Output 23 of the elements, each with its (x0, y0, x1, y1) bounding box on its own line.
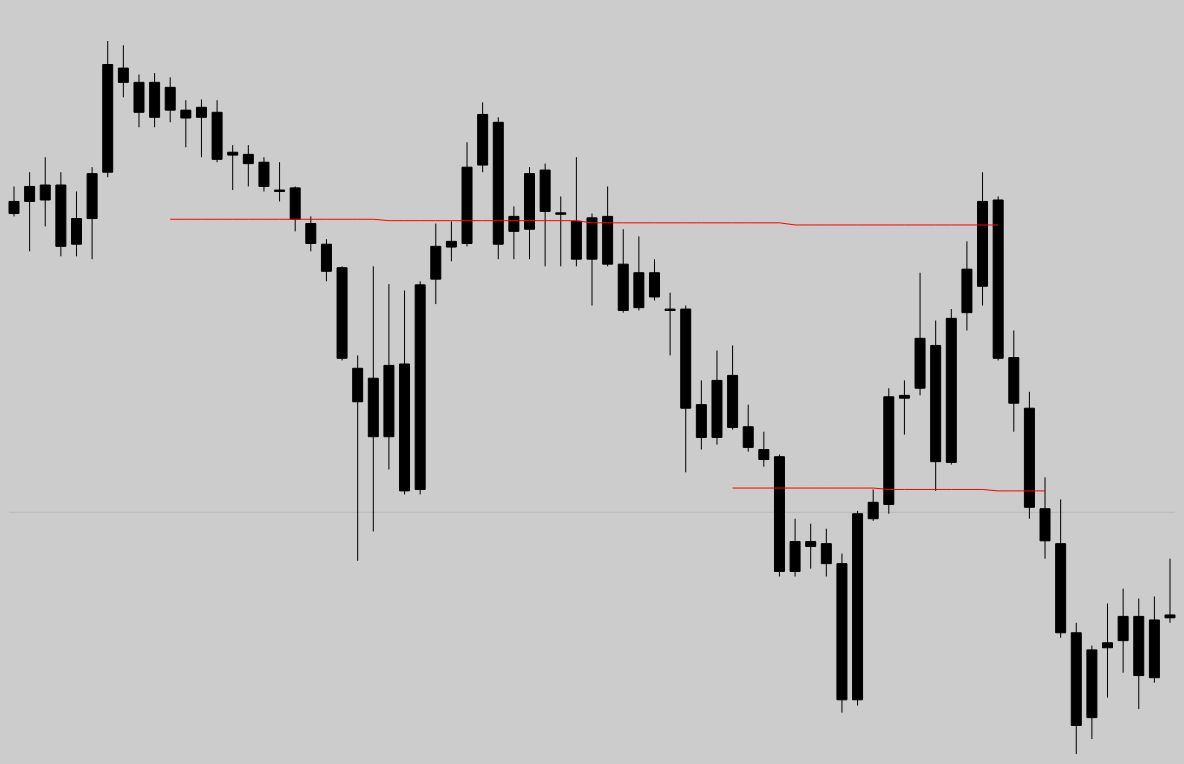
candlestick (24, 171, 36, 252)
candlestick (805, 523, 817, 570)
candlestick (274, 161, 286, 202)
candlestick (39, 156, 51, 227)
candlestick (164, 76, 176, 123)
candlestick (8, 185, 20, 217)
candlestick (898, 379, 910, 436)
candlestick (117, 44, 129, 98)
candlestick (227, 144, 239, 191)
candlestick (664, 292, 676, 356)
candlestick (555, 195, 567, 267)
candlestick (305, 215, 317, 252)
candlestick (508, 205, 520, 260)
candlestick (180, 99, 192, 148)
candlestick (1164, 558, 1176, 624)
candlestick (1102, 603, 1114, 699)
candlestick (195, 98, 207, 158)
candlestick (742, 404, 754, 453)
candlestick (242, 144, 254, 187)
candlestick (867, 488, 879, 522)
candlestick (820, 528, 832, 577)
candlestick (445, 220, 457, 262)
candlestick (758, 431, 770, 468)
